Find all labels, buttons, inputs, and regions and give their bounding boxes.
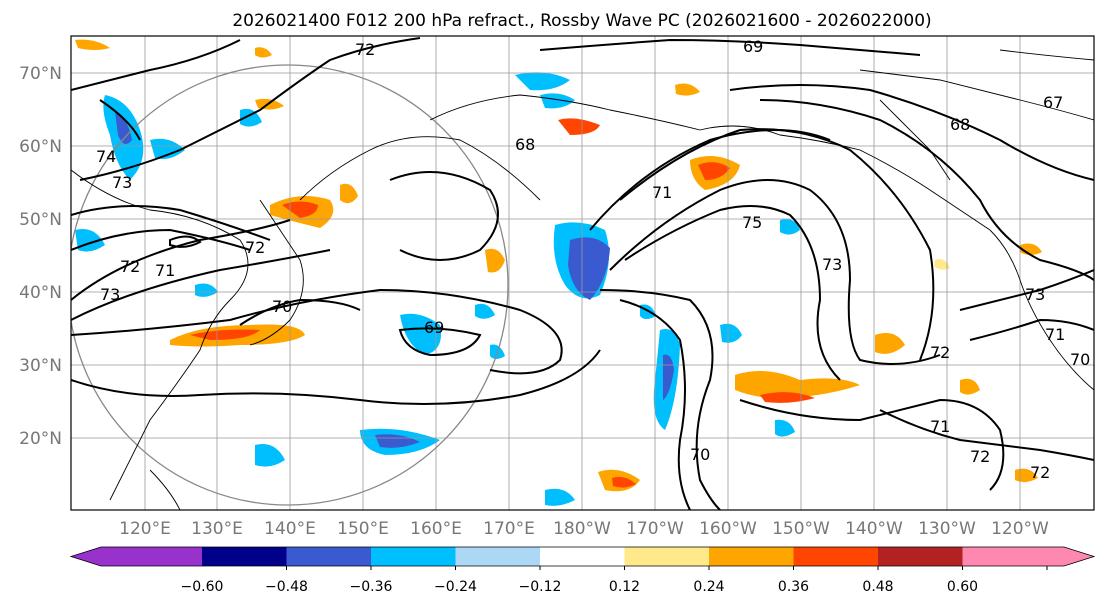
lon-label: 180°W xyxy=(553,519,611,539)
lat-label: 60°N xyxy=(19,137,62,157)
contour-label: 71 xyxy=(1045,325,1065,344)
colorbar-segment xyxy=(794,547,879,566)
colorbar-tick-label: −0.60 xyxy=(181,579,224,595)
contour-label: 75 xyxy=(742,213,762,232)
colorbar-segment xyxy=(371,547,456,566)
lon-label: 140°E xyxy=(264,519,316,539)
contour-label: 70 xyxy=(690,445,710,464)
contour-label: 73 xyxy=(822,255,842,274)
contour-label: 68 xyxy=(950,115,970,134)
lon-label: 170°E xyxy=(483,519,535,539)
lat-label: 20°N xyxy=(19,429,62,449)
lon-label: 120°E xyxy=(119,519,171,539)
contour-label: 72 xyxy=(930,343,950,362)
lon-label: 160°E xyxy=(410,519,462,539)
colorbar-tick-label: 0.48 xyxy=(862,579,893,595)
colorbar-tick-label: 0.36 xyxy=(778,579,809,595)
colorbar-tick-label: 0.60 xyxy=(947,579,978,595)
contour-label: 72 xyxy=(970,447,990,466)
lon-label: 150°W xyxy=(772,519,830,539)
longitude-labels: 120°E 130°E 140°E 150°E 160°E 170°E 180°… xyxy=(119,519,1049,539)
lat-label: 50°N xyxy=(19,210,62,230)
contour-label: 71 xyxy=(652,183,672,202)
contour-label: 70 xyxy=(1070,350,1090,369)
colorbar-tick-label: 0.12 xyxy=(609,579,640,595)
contour-label: 68 xyxy=(515,135,535,154)
colorbar-tick-label: −0.24 xyxy=(434,579,477,595)
lon-label: 160°W xyxy=(699,519,757,539)
contour-label: 72 xyxy=(120,257,140,276)
contour-label: 73 xyxy=(100,285,120,304)
colorbar-segment xyxy=(71,547,202,566)
colorbar-segment xyxy=(1047,547,1094,566)
lat-label: 70°N xyxy=(19,64,62,84)
lon-label: 170°W xyxy=(626,519,684,539)
colorbar-segment xyxy=(709,547,794,566)
map-panel: 72 69 67 68 68 74 73 72 71 73 72 70 69 7… xyxy=(68,36,1094,510)
lat-label: 30°N xyxy=(19,356,62,376)
colorbar-tick-label: −0.48 xyxy=(265,579,308,595)
contour-label: 67 xyxy=(1043,93,1063,112)
colorbar-segment xyxy=(963,547,1048,566)
colorbar-segment xyxy=(202,547,287,566)
contour-label: 73 xyxy=(112,173,132,192)
contour-label: 71 xyxy=(155,261,175,280)
contour-label: 72 xyxy=(245,238,265,257)
lon-label: 130°E xyxy=(191,519,243,539)
lon-label: 140°W xyxy=(845,519,903,539)
lat-label: 40°N xyxy=(19,283,62,303)
colorbar-tick-label: 0.24 xyxy=(693,579,724,595)
latitude-labels: 70°N 60°N 50°N 40°N 30°N 20°N xyxy=(19,64,62,449)
contour-label: 72 xyxy=(355,40,375,59)
contour-label: 74 xyxy=(96,147,116,166)
lon-label: 130°W xyxy=(918,519,976,539)
contour-label: 71 xyxy=(930,417,950,436)
contour-label: 69 xyxy=(424,318,444,337)
map-title: 2026021400 F012 200 hPa refract., Rossby… xyxy=(232,11,931,31)
colorbar-segment xyxy=(287,547,372,566)
colorbar-segment xyxy=(540,547,625,566)
contour-label: 70 xyxy=(272,297,292,316)
lon-label: 120°W xyxy=(991,519,1049,539)
colorbar-segment xyxy=(456,547,541,566)
contour-label: 69 xyxy=(743,37,763,56)
colorbar-tick-label: −0.36 xyxy=(350,579,393,595)
colorbar-tick-label: −0.12 xyxy=(519,579,562,595)
contour-label: 73 xyxy=(1025,285,1045,304)
contour-label: 72 xyxy=(1030,463,1050,482)
lon-label: 150°E xyxy=(337,519,389,539)
colorbar: −0.60 −0.48 −0.36 −0.24 −0.12 0.12 0.24 0.36 0.4… xyxy=(71,547,1094,595)
colorbar-segment xyxy=(878,547,963,566)
colorbar-segment xyxy=(625,547,710,566)
